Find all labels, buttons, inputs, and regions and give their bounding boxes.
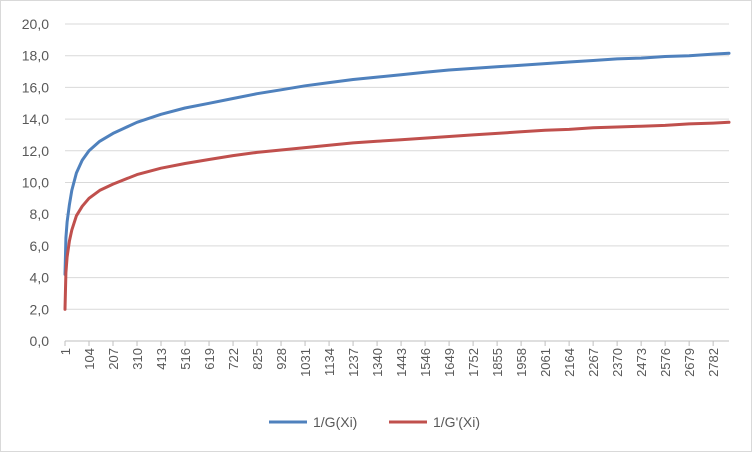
- x-tick-label: 928: [274, 348, 289, 370]
- y-tick-label: 18,0: [22, 48, 49, 64]
- x-tick-label: 1031: [298, 348, 313, 377]
- x-tick-label: 2061: [538, 348, 553, 377]
- legend-label-2: 1/G'(Xi): [433, 414, 480, 430]
- y-tick-label: 0,0: [30, 333, 50, 349]
- x-tick-label: 825: [250, 348, 265, 370]
- x-tick-label: 1443: [394, 348, 409, 377]
- x-tick-label: 1237: [346, 348, 361, 377]
- x-axis: [64, 340, 729, 346]
- y-tick-label: 20,0: [22, 16, 49, 32]
- x-tick-label: 413: [154, 348, 169, 370]
- x-tick-label: 1546: [418, 348, 433, 377]
- legend: 1/G(Xi) 1/G'(Xi): [269, 414, 480, 430]
- x-tick-label: 1855: [490, 348, 505, 377]
- x-tick-label: 2267: [586, 348, 601, 377]
- x-tick-label: 2782: [706, 348, 721, 377]
- y-tick-label: 12,0: [22, 143, 49, 159]
- x-tick-label: 1134: [322, 348, 337, 376]
- x-tick-label: 1752: [466, 348, 481, 377]
- y-tick-label: 4,0: [30, 270, 50, 286]
- x-axis-ticks: 1 104 207 310 413 516 619 722 825 928 1031 1134 1237…: [58, 348, 721, 377]
- series-line-1: [63, 51, 731, 276]
- series-lines: [63, 51, 731, 311]
- x-tick-label: 619: [202, 348, 217, 370]
- x-tick-label: 310: [130, 348, 145, 370]
- y-tick-label: 16,0: [22, 79, 49, 95]
- series-line-2: [63, 120, 731, 311]
- y-tick-label: 2,0: [30, 301, 50, 317]
- x-tick-label: 1: [58, 348, 73, 355]
- x-tick-label: 2370: [610, 348, 625, 377]
- x-tick-label: 104: [82, 348, 97, 370]
- y-tick-label: 10,0: [22, 175, 49, 191]
- x-tick-label: 2679: [682, 348, 697, 377]
- x-tick-label: 2473: [634, 348, 649, 377]
- y-tick-label: 14,0: [22, 111, 49, 127]
- x-tick-label: 2576: [658, 348, 673, 377]
- x-tick-label: 2164: [562, 348, 577, 377]
- legend-label-1: 1/G(Xi): [313, 414, 357, 430]
- x-tick-label: 1958: [514, 348, 529, 377]
- x-tick-label: 207: [106, 348, 121, 370]
- x-tick-label: 1340: [370, 348, 385, 377]
- x-tick-label: 1649: [442, 348, 457, 377]
- y-tick-label: 8,0: [30, 206, 50, 222]
- x-tick-label: 722: [226, 348, 241, 370]
- x-tick-label: 516: [178, 348, 193, 370]
- y-axis-ticks: 0,0 2,0 4,0 6,0 8,0 10,0 12,0 14,0 16,0 18,0 20,0: [22, 16, 49, 349]
- grid-lines: [65, 23, 729, 310]
- y-tick-label: 6,0: [30, 238, 50, 254]
